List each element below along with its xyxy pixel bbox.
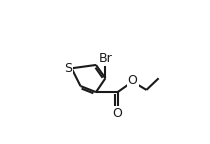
Text: S: S bbox=[64, 62, 72, 75]
Text: Br: Br bbox=[98, 52, 112, 65]
Text: O: O bbox=[128, 74, 138, 87]
Text: O: O bbox=[113, 107, 123, 120]
